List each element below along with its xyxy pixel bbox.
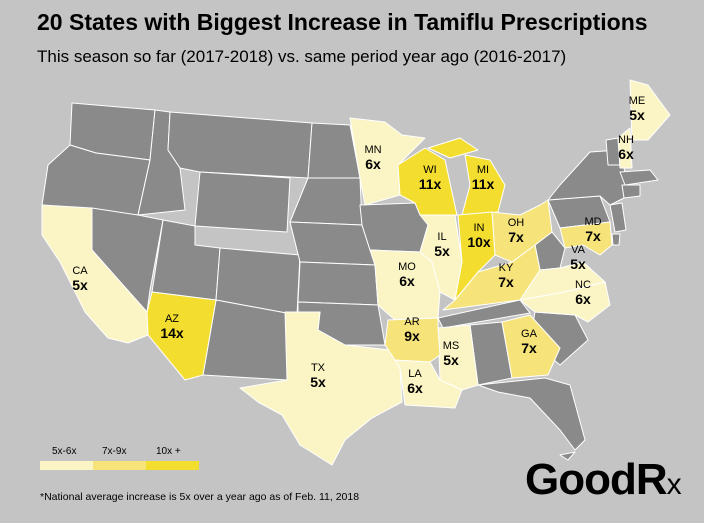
state-ky	[442, 244, 541, 311]
state-fl	[477, 377, 586, 451]
state-mi	[427, 137, 506, 216]
label-il: IL 5x	[434, 230, 450, 259]
state-nj	[609, 202, 627, 233]
state-mt	[167, 111, 313, 179]
state-ar	[384, 317, 441, 363]
map-title: 20 States with Biggest Increase in Tamif…	[37, 9, 648, 35]
label-oh: OH 7x	[507, 216, 525, 245]
label-md: MD 7x	[584, 215, 602, 244]
label-ky: KY 7x	[498, 261, 514, 290]
label-me: ME 5x	[628, 94, 646, 123]
footnote: *National average increase is 5x over a …	[40, 491, 360, 503]
legend-swatch-mid	[93, 461, 146, 470]
state-il	[419, 214, 463, 301]
label-ca: CA 5x	[72, 264, 88, 293]
state-nc	[519, 281, 611, 323]
legend-swatch-low	[40, 461, 93, 470]
state-ct	[621, 184, 641, 199]
label-az: AZ 14x	[160, 312, 184, 341]
state-ms	[437, 324, 479, 391]
state-sd	[289, 177, 363, 226]
label-mn: MN 6x	[364, 143, 382, 172]
label-ar: AR 9x	[404, 315, 420, 344]
state-tn	[437, 299, 531, 329]
state-de	[611, 233, 621, 246]
state-ks	[297, 261, 379, 306]
label-mo: MO 6x	[398, 260, 416, 289]
label-va: VA 5x	[570, 243, 586, 272]
state-wi	[397, 147, 458, 216]
state-ut	[151, 219, 221, 301]
state-fl-keys	[559, 451, 576, 461]
state-in	[454, 211, 496, 301]
logo-suffix: x	[666, 468, 682, 501]
label-la: LA 6x	[407, 367, 423, 396]
label-ms: MS 5x	[442, 339, 460, 368]
label-wi: WI 11x	[418, 163, 442, 192]
state-nm	[202, 299, 298, 381]
logo-main: GoodR	[525, 455, 668, 504]
label-in: IN 10x	[467, 221, 491, 250]
legend-label-high: 10x +	[156, 446, 181, 457]
state-ga	[501, 314, 561, 379]
state-tx	[239, 311, 403, 466]
state-oh	[491, 199, 553, 263]
state-nh	[617, 127, 633, 169]
label-ga: GA 7x	[521, 327, 537, 356]
map-subtitle: This season so far (2017-2018) vs. same …	[37, 47, 567, 66]
state-az	[146, 291, 217, 381]
state-ma	[619, 169, 659, 186]
state-la	[394, 359, 463, 409]
label-nc: NC 6x	[575, 278, 591, 307]
state-me	[629, 79, 671, 141]
state-ne	[289, 221, 376, 266]
state-wy	[194, 171, 291, 233]
goodrx-logo: GoodRx	[525, 455, 682, 505]
state-md	[559, 221, 613, 256]
legend-label-low: 5x-6x	[52, 446, 77, 457]
label-tx: TX 5x	[310, 361, 326, 390]
legend-swatch-high	[146, 461, 199, 470]
label-nh: NH 6x	[618, 133, 634, 162]
legend-label-mid: 7x-9x	[102, 446, 127, 457]
state-ca	[41, 204, 149, 344]
label-mi: MI 11x	[471, 163, 495, 192]
